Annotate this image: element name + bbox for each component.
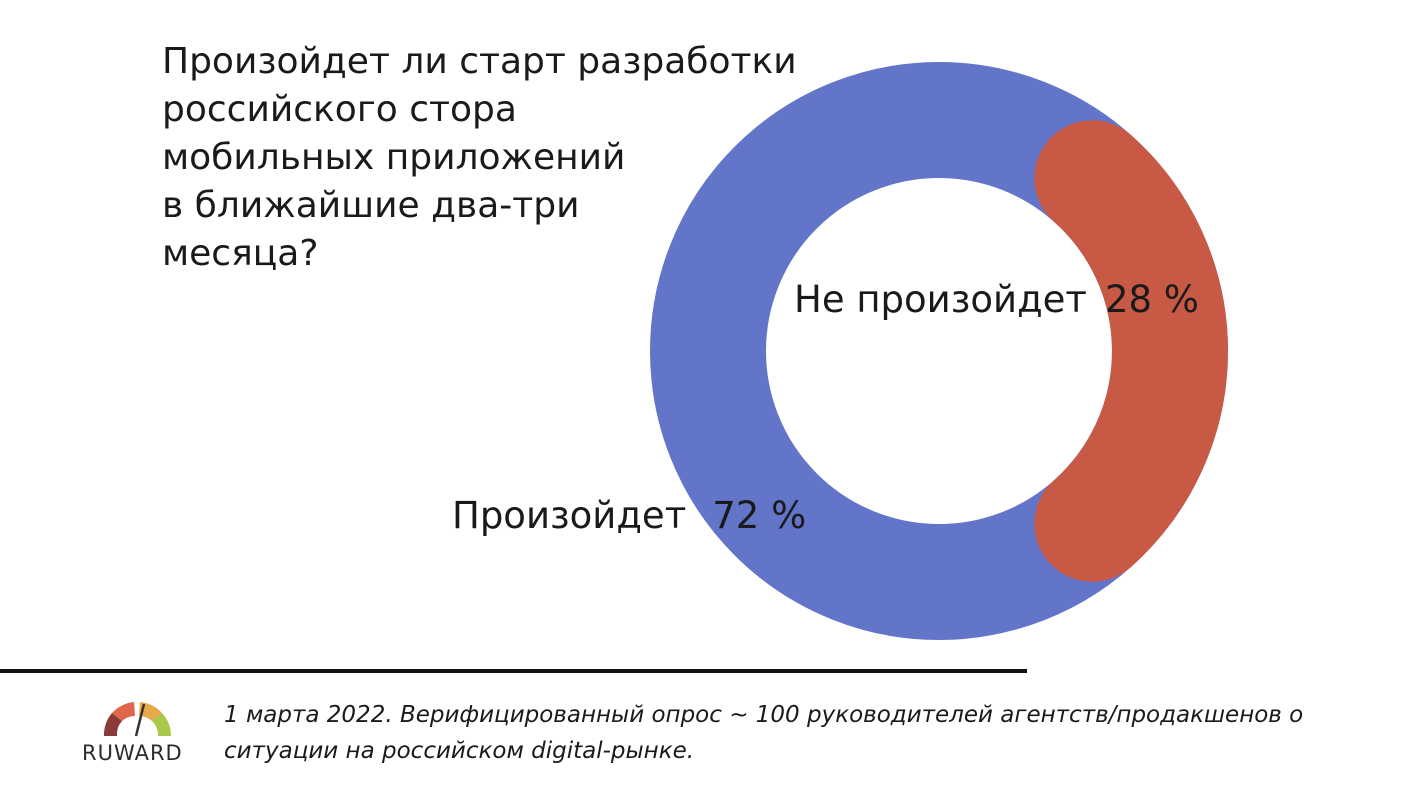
footnote: 1 марта 2022. Верифицированный опрос ~ 1… bbox=[224, 702, 1304, 764]
title-line-3: мобильных приложений bbox=[162, 137, 626, 178]
title-line-2: российского стора bbox=[162, 89, 517, 130]
slice-label-yes: Произойдет 72 % bbox=[452, 494, 806, 538]
footer-divider bbox=[0, 669, 1027, 673]
slice-label-no-value: 28 % bbox=[1104, 278, 1199, 321]
slice-label-yes-name: Произойдет bbox=[452, 494, 687, 537]
slice-label-no-name: Не произойдет bbox=[794, 278, 1087, 321]
title-line-5: месяца? bbox=[162, 233, 319, 274]
slice-label-yes-value: 72 % bbox=[712, 494, 807, 537]
gauge-icon bbox=[103, 702, 171, 737]
slice-label-no: Не произойдет 28 % bbox=[794, 278, 1199, 322]
slice-no-arc bbox=[1034, 120, 1228, 582]
ruward-logo: RUWARD bbox=[82, 694, 202, 774]
title-line-1: Произойдет ли старт разработки bbox=[162, 41, 797, 82]
chart-title: Произойдет ли старт разработки российско… bbox=[162, 38, 802, 278]
logo-text: RUWARD bbox=[82, 741, 183, 765]
title-line-4: в ближайшие два-три bbox=[162, 185, 580, 226]
